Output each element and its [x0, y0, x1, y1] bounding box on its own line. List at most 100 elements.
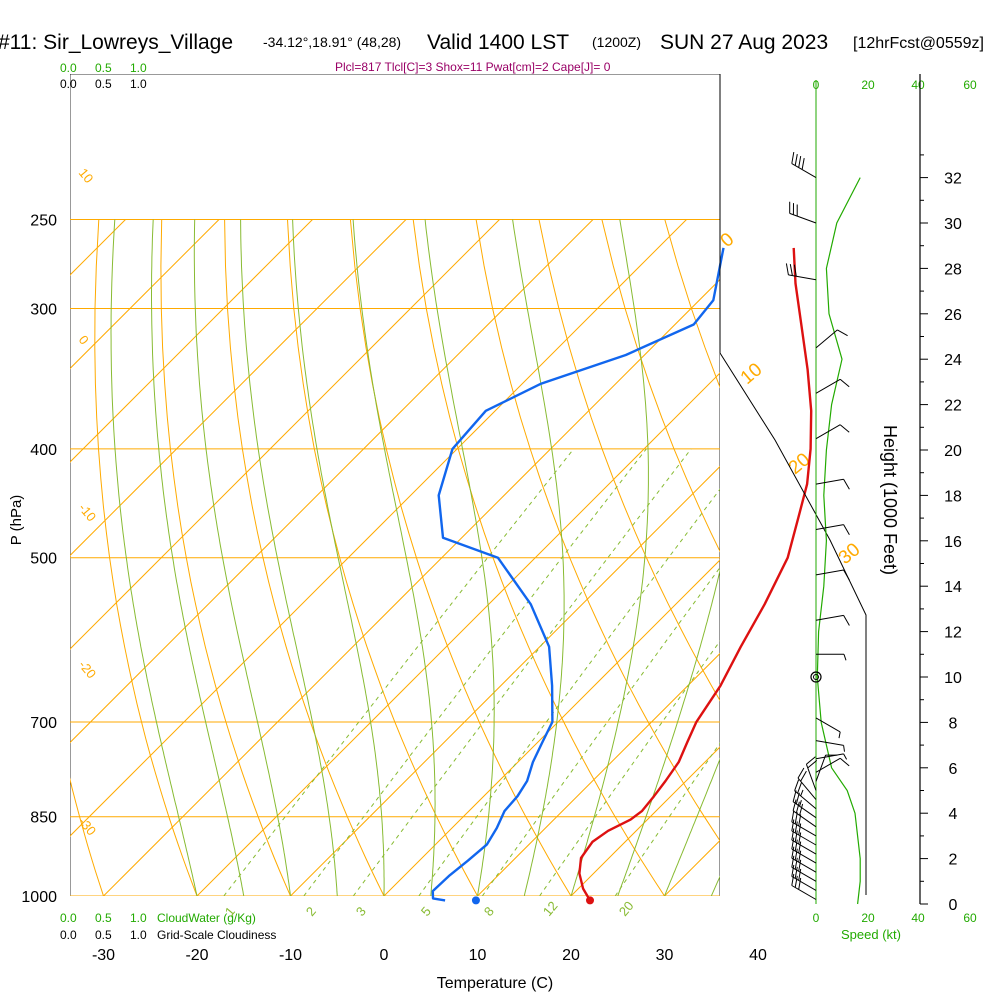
cloudwater-tick: 1.0	[130, 911, 147, 925]
surface-temperature-point	[586, 896, 595, 905]
station-coords: -34.12°,18.91° (48,28)	[263, 34, 401, 50]
height-tick-label: 22	[944, 398, 962, 415]
wind-speed-tick-top: 20	[861, 78, 875, 92]
zulu-time: (1200Z)	[592, 34, 641, 50]
station-title: #11: Sir_Lowreys_Village	[0, 31, 233, 54]
pressure-tick-label: 700	[30, 715, 57, 732]
wind-barb	[791, 846, 817, 873]
wind-barb	[791, 819, 817, 846]
mixing-ratio-label: 5	[418, 904, 434, 919]
pressure-tick-label: 300	[30, 301, 57, 318]
temperature-tick-label: 0	[380, 947, 389, 964]
height-tick-label: 30	[944, 216, 962, 233]
dry-adiabat	[538, 219, 720, 702]
height-tick-label: 10	[944, 670, 962, 687]
wind-barb	[792, 799, 817, 828]
height-tick-label: 16	[944, 534, 962, 551]
moist-adiabat	[292, 219, 385, 896]
temperature-tick-label: 40	[749, 947, 767, 964]
mixing-ratio-label: 2	[303, 904, 319, 919]
mixing-ratio-line	[303, 448, 647, 896]
height-tick-label: 6	[949, 761, 958, 778]
profiles	[431, 247, 813, 905]
moist-adiabat	[110, 219, 198, 896]
valid-time: Valid 1400 LST	[427, 31, 569, 54]
dry-adiabat	[70, 777, 104, 896]
isotherm-line	[758, 219, 1000, 896]
wind-barb	[792, 790, 817, 819]
wind-barb	[815, 478, 850, 490]
plot-area	[70, 74, 1000, 896]
pressure-tick-label: 850	[30, 810, 57, 827]
isotherm-label: -30	[76, 814, 100, 838]
cloudiness-tick-top: 0.5	[95, 77, 112, 91]
wind-speed-curve	[816, 177, 861, 905]
cloudwater-label: CloudWater (g/Kg)	[157, 911, 256, 925]
dry-adiabat-label: 10	[737, 359, 767, 389]
wind-barb	[815, 757, 850, 773]
dry-adiabat-label: 30	[835, 539, 865, 569]
temperature-tick-label: 20	[562, 947, 580, 964]
moist-adiabat	[424, 219, 495, 896]
isotherm-label: -10	[76, 500, 100, 524]
cloudiness-tick: 0.5	[95, 928, 112, 942]
dry-adiabat	[94, 219, 198, 896]
y-axis-label: P (hPa)	[8, 495, 25, 546]
wind-barb	[815, 378, 850, 394]
wind-barb	[791, 810, 817, 837]
wind-speed-tick: 0	[813, 911, 820, 925]
height-tick-label: 28	[944, 261, 962, 278]
wind-barb	[805, 756, 818, 791]
height-tick-label: 14	[944, 579, 962, 596]
isotherm-line	[383, 559, 720, 896]
temperature-tick-label: -20	[185, 947, 208, 964]
cloudiness-tick-top: 0.0	[60, 77, 77, 91]
wind-barb	[791, 873, 817, 900]
wind-barb	[815, 740, 845, 752]
pressure-tick-label: 250	[30, 212, 57, 229]
mixing-ratio-label: 8	[481, 904, 497, 919]
temperature-profile	[578, 247, 813, 902]
mixing-ratio-label: 3	[353, 904, 369, 919]
height-tick-label: 32	[944, 171, 962, 188]
mixing-ratio-line	[223, 448, 575, 896]
temperature-tick-label: 30	[656, 947, 674, 964]
stability-params: Plcl=817 Tlcl[C]=3 Shox=11 Pwat[cm]=2 Ca…	[335, 60, 611, 74]
dry-adiabat	[475, 219, 720, 842]
cloudiness-tick-top: 1.0	[130, 77, 147, 91]
isotherm-label: 0	[76, 332, 92, 347]
isotherm-line	[290, 465, 720, 896]
isotherm-line	[70, 219, 594, 744]
x-axis-label: Temperature (C)	[437, 975, 553, 992]
cloudwater-tick-top: 0.5	[95, 61, 112, 75]
wind-barb	[791, 152, 817, 179]
cloudwater-tick-top: 1.0	[130, 61, 147, 75]
wind-barb	[797, 767, 817, 800]
cloudiness-tick: 1.0	[130, 928, 147, 942]
dry-adiabat	[160, 219, 291, 896]
isotherm-line	[852, 219, 1000, 896]
forecast-label: [12hrFcst@0559z]	[853, 35, 984, 52]
wind-speed-axis-label: Speed (kt)	[841, 927, 901, 942]
wind-barb	[815, 524, 850, 535]
height-tick-label: 0	[949, 897, 958, 914]
mixing-ratio-label: 12	[540, 898, 561, 919]
isotherm-line	[196, 372, 720, 896]
isotherm-line	[70, 219, 313, 463]
wind-barb	[791, 828, 817, 855]
dry-adiabat	[349, 219, 572, 896]
wind-speed-tick-top: 40	[911, 78, 925, 92]
temperature-tick-label: -10	[279, 947, 302, 964]
height-axis-label: Height (1000 Feet)	[880, 425, 900, 575]
wind-speed-tick-top: 0	[813, 78, 820, 92]
moist-adiabat	[512, 219, 565, 896]
height-tick-label: 20	[944, 443, 962, 460]
wind-speed-tick-top: 60	[963, 78, 977, 92]
height-tick-label: 24	[944, 352, 962, 369]
cloudiness-label: Grid-Scale Cloudiness	[157, 928, 276, 942]
cloud-scale-bottom: 0.0 0.5 1.0 CloudWater (g/Kg) 0.0 0.5 1.…	[60, 911, 276, 942]
wind-speed-tick: 20	[861, 911, 875, 925]
